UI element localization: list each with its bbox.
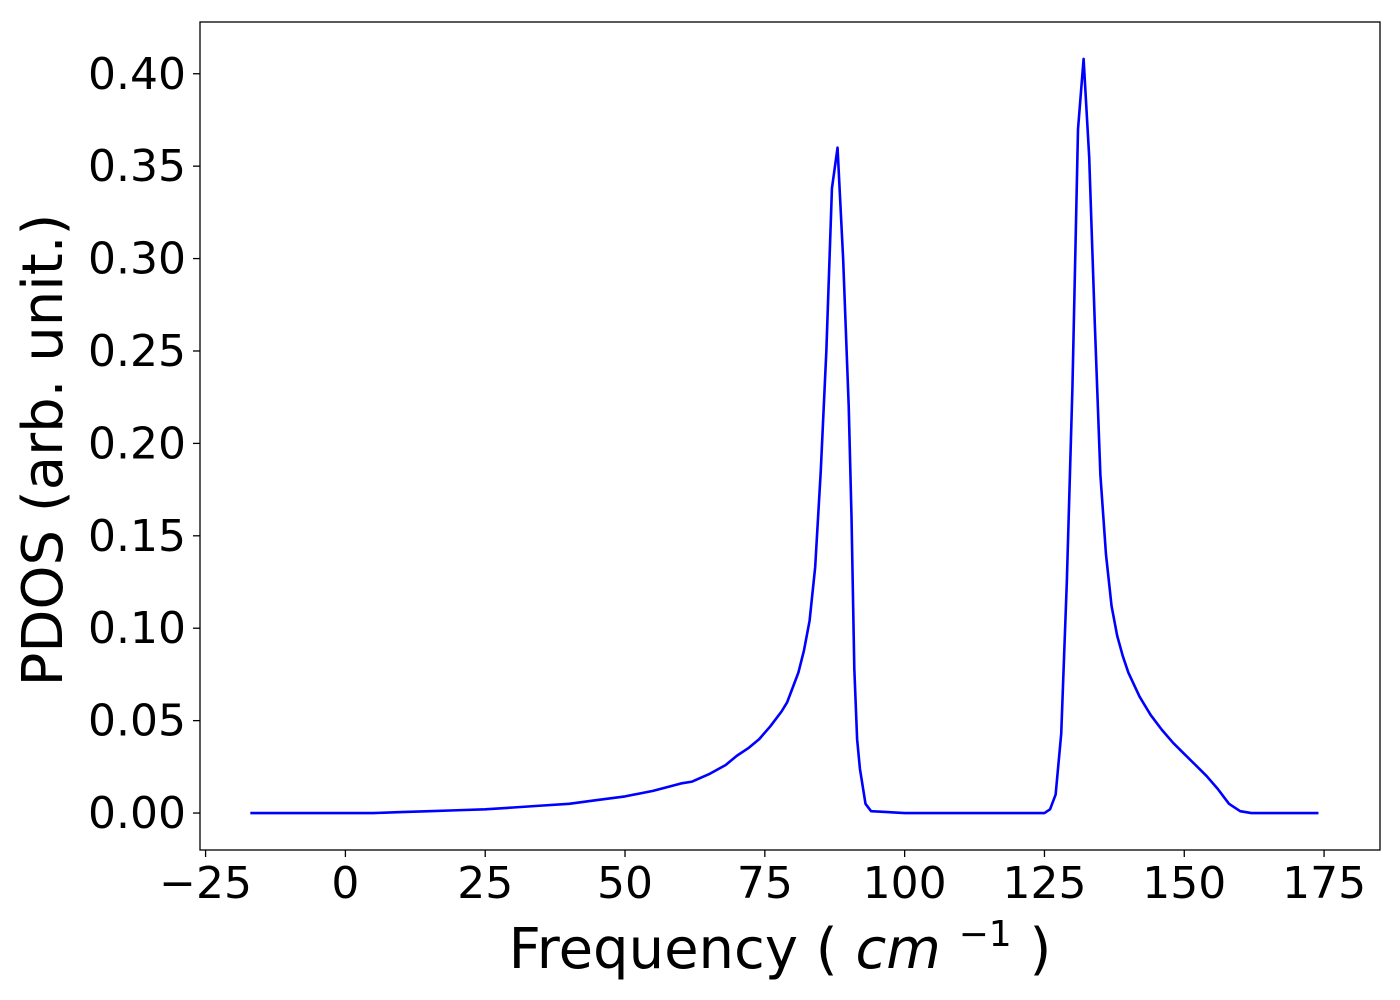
pdos-series-line	[250, 57, 1319, 815]
x-ticks: −25 0 25 50 75 100 125 150 175	[159, 850, 1366, 909]
y-tick-label: 0.15	[88, 511, 186, 562]
x-tick-label: 125	[1002, 858, 1086, 909]
plot-area	[200, 22, 1380, 850]
y-tick-label: 0.10	[88, 603, 186, 654]
x-tick-label: 50	[597, 858, 653, 909]
x-axis-label-text: Frequency	[509, 917, 798, 982]
x-axis-unit: cm	[855, 917, 940, 982]
x-tick-label: 0	[331, 858, 359, 909]
y-tick-label: 0.40	[88, 49, 186, 100]
x-axis-label-close-paren: )	[1029, 917, 1051, 982]
y-tick-label: 0.20	[88, 418, 186, 469]
y-tick-label: 0.05	[88, 696, 186, 747]
y-tick-label: 0.30	[88, 234, 186, 285]
x-tick-label: 25	[457, 858, 513, 909]
x-tick-label: −25	[159, 858, 252, 909]
x-tick-label: 175	[1282, 858, 1366, 909]
x-axis-label: Frequency ( cm −1 )	[509, 895, 1052, 982]
x-tick-label: 100	[863, 858, 947, 909]
y-tick-label: 0.25	[88, 326, 186, 377]
y-tick-label: 0.35	[88, 141, 186, 192]
x-axis-unit-exponent: −1	[959, 914, 1012, 955]
x-tick-label: 150	[1142, 858, 1226, 909]
y-axis-label: PDOS (arb. unit.)	[11, 214, 76, 687]
x-axis-label-open-paren: (	[816, 917, 838, 982]
axes-frame	[199, 21, 1381, 851]
y-tick-label: 0.00	[88, 788, 186, 839]
y-ticks: 0.00 0.05 0.10 0.15 0.20 0.25 0.30 0.35 0.40	[88, 49, 200, 839]
x-tick-label: 75	[737, 858, 793, 909]
